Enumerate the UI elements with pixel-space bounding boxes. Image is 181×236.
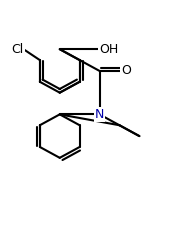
Text: Cl: Cl (11, 43, 24, 56)
Text: OH: OH (100, 43, 119, 56)
Text: O: O (121, 64, 131, 77)
Text: N: N (95, 108, 104, 121)
